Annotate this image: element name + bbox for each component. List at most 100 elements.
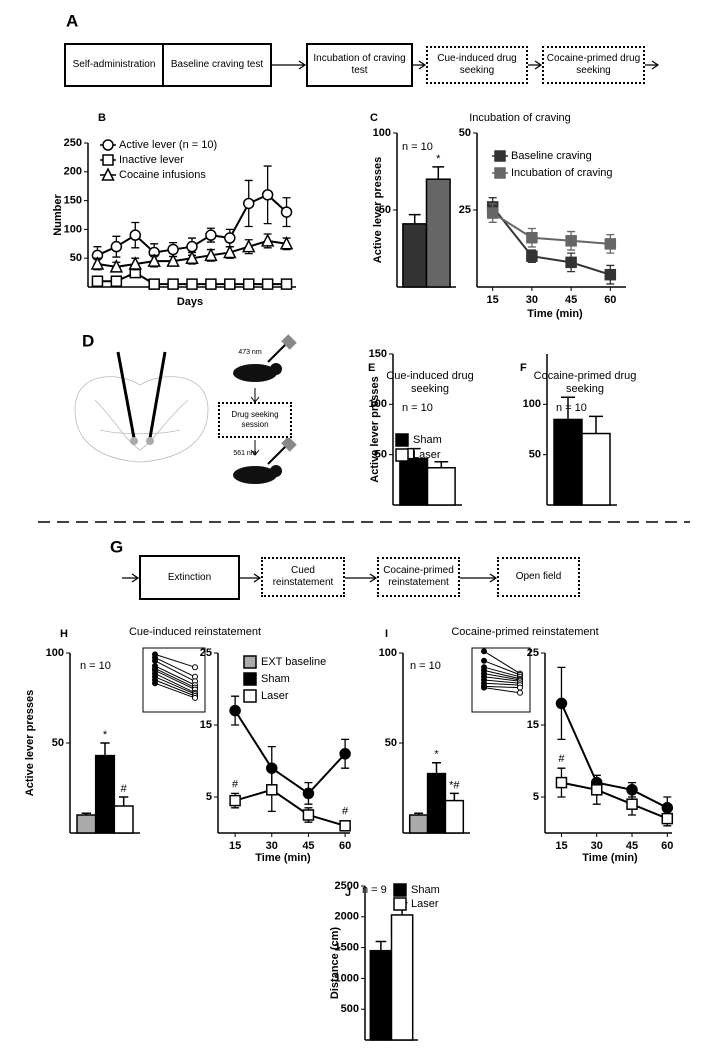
marker (486, 207, 499, 219)
flow-arrows (122, 60, 660, 583)
marker (110, 275, 123, 287)
legend-label: Sham (411, 884, 440, 896)
flow-step: Open field (497, 557, 580, 597)
inset-pair (483, 660, 521, 676)
marker (339, 820, 351, 832)
marker (302, 809, 315, 821)
marker (128, 256, 142, 270)
flow-step: Cocaine-primed drug seeking (542, 46, 645, 84)
bar (444, 799, 465, 834)
inset-pair (483, 650, 521, 675)
mice (233, 334, 297, 484)
y-tick-label: 15 (527, 719, 539, 731)
inset-point (517, 689, 523, 696)
panel-letter: A (66, 11, 78, 30)
flow-step: Self-administration (64, 43, 164, 87)
inset-point (152, 680, 158, 687)
line (491, 206, 611, 276)
bar (390, 914, 414, 1041)
error-bar (408, 213, 421, 224)
x-axis-label: Time (min) (527, 308, 583, 320)
bar (402, 223, 428, 288)
marker (242, 278, 255, 290)
panel-letter: D (82, 331, 94, 350)
line (492, 212, 611, 245)
legend-label: Incubation of craving (511, 167, 613, 179)
inset-pair (154, 679, 196, 697)
x-tick-label: 60 (661, 840, 673, 852)
y-tick-label: 100 (379, 647, 397, 659)
y-tick-label: 15 (200, 719, 212, 731)
bar (581, 432, 611, 506)
marker (626, 798, 638, 810)
y-tick-label: 2500 (335, 880, 359, 892)
marker (604, 268, 617, 281)
y-tick-label: 50 (459, 127, 471, 139)
inset-pair (483, 669, 521, 680)
marker (242, 239, 256, 253)
x-axis-label: Time (min) (255, 852, 311, 864)
marker (102, 139, 114, 151)
note: n = 10 (556, 402, 587, 414)
y-tick-label: 250 (64, 137, 82, 149)
y-tick-label: 100 (369, 398, 387, 410)
legend-swatch (395, 433, 409, 447)
error-bar (432, 762, 441, 774)
x-tick-label: 30 (526, 294, 538, 306)
significance: * (436, 153, 441, 165)
inset-pair (483, 682, 521, 686)
panel-letter: B (98, 112, 106, 124)
y-tick-label: 25 (459, 204, 471, 216)
marker (260, 233, 275, 247)
marker (555, 776, 568, 789)
bar (113, 805, 134, 834)
marker (494, 167, 506, 179)
bar (425, 178, 451, 288)
optic-fibers (116, 351, 167, 445)
inset-pair (483, 679, 521, 684)
marker (279, 236, 294, 250)
x-tick-label: 15 (555, 840, 567, 852)
legend-label: Active lever (n = 10) (119, 139, 217, 151)
y-tick-label: 25 (200, 647, 212, 659)
marker (280, 206, 293, 218)
legend-label: Cocaine infusions (119, 169, 206, 181)
inset-pair (483, 676, 521, 682)
marker (494, 150, 506, 162)
marker (266, 784, 278, 796)
note: n = 9 (362, 884, 387, 896)
legend-swatch (395, 448, 409, 462)
chart-title: Cocaine-primed reinstatement (451, 626, 599, 638)
bar (399, 457, 429, 506)
inset-pair (154, 657, 196, 678)
panel-letter: E (368, 362, 375, 374)
significance: * (103, 729, 108, 741)
panel-letter: J (345, 887, 351, 899)
y-tick-label: 50 (529, 449, 541, 461)
marker (110, 240, 123, 253)
inset-pair (483, 666, 521, 678)
significance: # (558, 753, 565, 765)
error-bar (434, 460, 449, 468)
marker (280, 278, 293, 290)
line (234, 788, 346, 827)
inset-pair (154, 669, 196, 691)
legend-swatch (243, 655, 257, 669)
y-axis-label: Number (52, 194, 64, 236)
inset-point (152, 657, 158, 664)
flow-step: Cocaine-primed reinstatement (377, 557, 460, 597)
inset-point (481, 657, 487, 664)
legend-label: Laser (413, 449, 441, 461)
legend-label: Laser (261, 690, 289, 702)
y-tick-label: 5 (533, 791, 539, 803)
x-tick-label: 45 (565, 294, 577, 306)
y-tick-label: 50 (375, 449, 387, 461)
marker (102, 154, 114, 166)
note: n = 10 (402, 402, 433, 414)
y-tick-label: 100 (373, 127, 391, 139)
marker (224, 232, 236, 244)
flow-step: Cue-induced drug seeking (426, 46, 528, 84)
legend-label: Inactive lever (119, 154, 184, 166)
